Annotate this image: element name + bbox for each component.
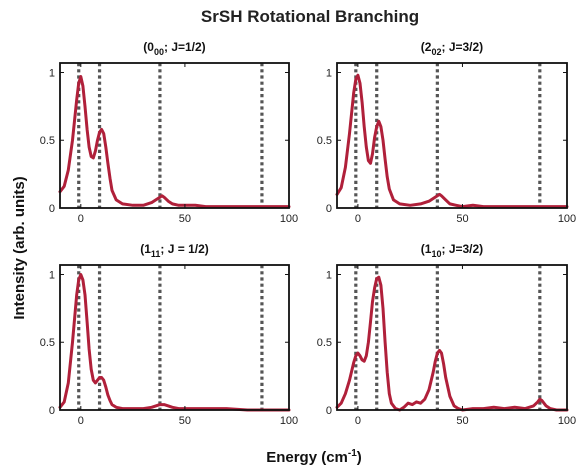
- y-tick-label: 0.5: [40, 135, 55, 147]
- x-tick-label: 100: [558, 213, 576, 225]
- series-line: [335, 275, 569, 412]
- figure-title: SrSH Rotational Branching: [201, 7, 419, 26]
- panel-title: (000; J=1/2): [143, 40, 205, 57]
- x-tick-label: 100: [280, 415, 298, 427]
- x-axis-label: Energy (cm-1): [266, 448, 362, 466]
- panel-title: (202; J=3/2): [421, 40, 483, 57]
- series-line: [58, 273, 291, 412]
- y-tick-label: 1: [49, 269, 55, 281]
- chart-panel-2: (202; J=3/2) 0 50 100 0 0.5 1: [317, 40, 576, 225]
- y-tick-label: 1: [326, 67, 332, 79]
- axes-box: [59, 264, 290, 411]
- x-tick-label: 50: [179, 213, 191, 225]
- panel-title: (110; J=3/2): [421, 242, 483, 259]
- y-tick-label: 0.5: [317, 135, 332, 147]
- x-tick-label: 50: [456, 213, 468, 225]
- chart-panel-4: (110; J=3/2) 0 50 100 0 0.5 1: [317, 242, 576, 427]
- x-tick-label: 0: [355, 415, 361, 427]
- y-tick-label: 0.5: [317, 337, 332, 349]
- y-tick-label: 0: [326, 405, 332, 417]
- series-line: [58, 75, 291, 209]
- x-tick-label: 100: [280, 213, 298, 225]
- x-tick-label: 0: [78, 213, 84, 225]
- axes-box: [336, 62, 568, 209]
- y-tick-label: 1: [326, 269, 332, 281]
- x-tick-label: 100: [558, 415, 576, 427]
- axes-box: [336, 264, 568, 411]
- y-tick-label: 0: [326, 203, 332, 215]
- series-line: [335, 73, 569, 209]
- axes-box: [59, 62, 290, 209]
- y-axis-label: Intensity (arb. units): [11, 176, 28, 319]
- chart-panel-3: (111; J = 1/2) 0 50 100 0 0.5 1: [40, 242, 298, 427]
- chart-panel-1: (000; J=1/2) 0 50 100 0 0.5 1: [40, 40, 298, 225]
- y-tick-label: 1: [49, 67, 55, 79]
- y-tick-label: 0: [49, 203, 55, 215]
- x-tick-label: 0: [78, 415, 84, 427]
- x-tick-label: 0: [355, 213, 361, 225]
- x-tick-label: 50: [456, 415, 468, 427]
- y-tick-label: 0: [49, 405, 55, 417]
- x-tick-label: 50: [179, 415, 191, 427]
- panel-title: (111; J = 1/2): [140, 242, 209, 259]
- y-tick-label: 0.5: [40, 337, 55, 349]
